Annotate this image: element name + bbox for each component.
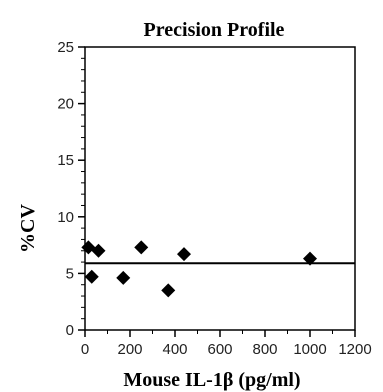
x-tick-label: 800: [252, 341, 277, 358]
data-point: [91, 243, 106, 258]
x-tick-label: 200: [117, 341, 142, 358]
x-tick-label: 400: [162, 341, 187, 358]
data-points: [81, 240, 317, 298]
y-tick-label: 0: [66, 322, 74, 339]
data-point: [116, 270, 131, 285]
data-point: [134, 240, 149, 255]
data-point: [303, 251, 317, 266]
chart-title: Precision Profile: [144, 19, 285, 41]
y-tick-label: 25: [57, 39, 74, 56]
y-tick-label: 10: [57, 209, 74, 226]
y-axis-label: %CV: [17, 204, 39, 253]
data-point: [177, 247, 191, 262]
x-axis-label: Mouse IL-1β (pg/ml): [123, 369, 300, 391]
x-tick-label: 0: [81, 341, 89, 358]
x-tick-label: 1200: [338, 341, 371, 358]
y-axis: 0 5 10 15 20 25: [57, 39, 85, 339]
y-tick-label: 15: [57, 152, 74, 169]
x-axis: 0 200 400 600 800 1000 1200: [81, 330, 372, 358]
x-tick-label: 1000: [293, 341, 326, 358]
y-tick-label: 20: [57, 96, 74, 113]
x-tick-label: 600: [207, 341, 232, 358]
y-tick-label: 5: [66, 265, 74, 282]
data-point: [84, 269, 99, 284]
plot-frame: [84, 46, 356, 331]
data-point: [161, 283, 176, 298]
